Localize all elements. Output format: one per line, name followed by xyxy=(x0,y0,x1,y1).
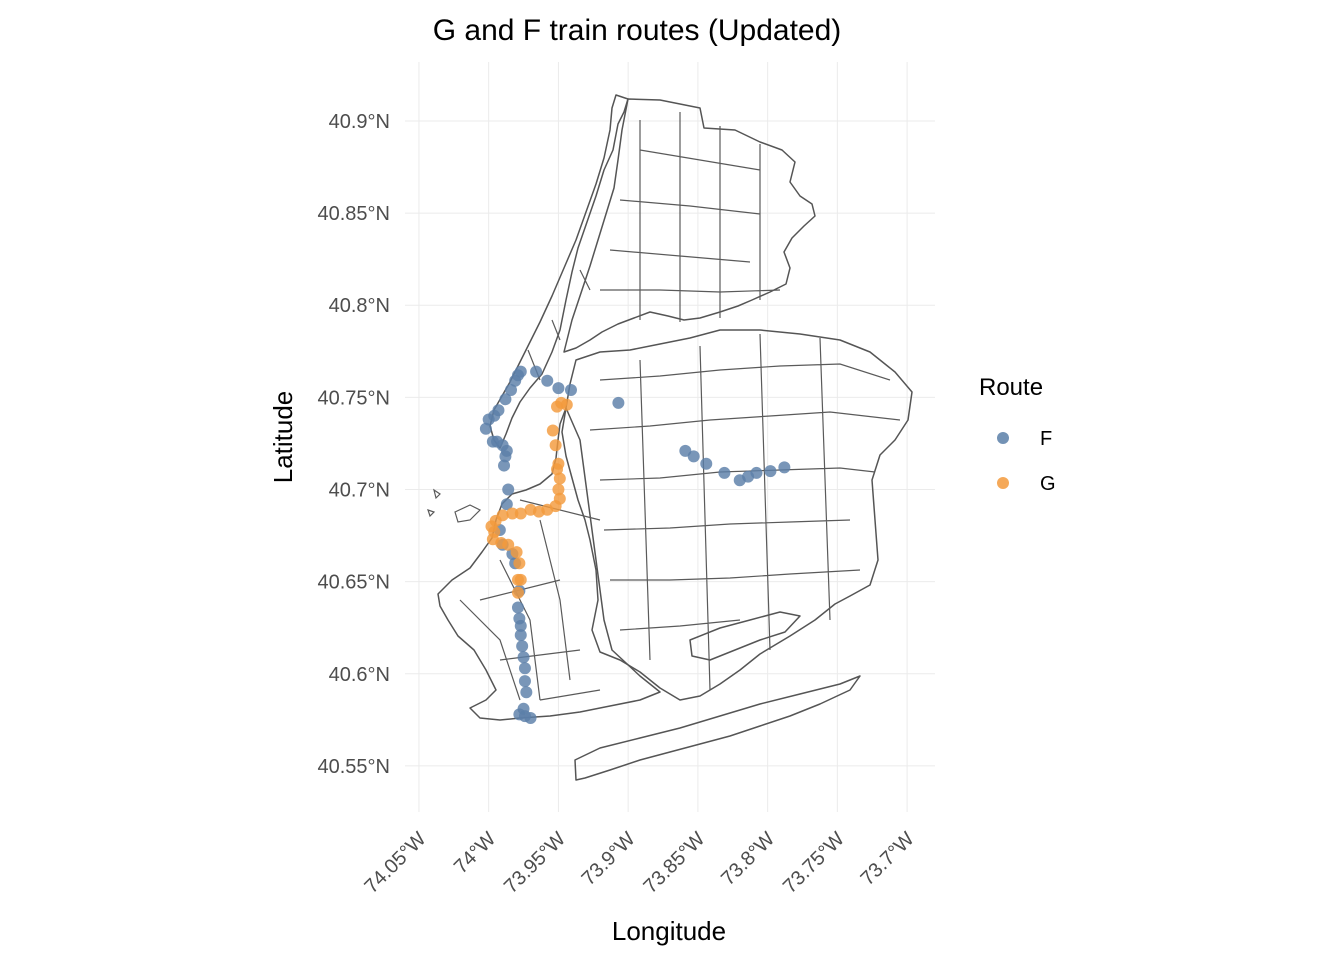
neighborhood-boundaries xyxy=(459,112,901,701)
y-tick-label: 40.85°N xyxy=(318,203,391,225)
route-g-station-point xyxy=(546,424,559,437)
route-f-station-point xyxy=(499,393,512,406)
route-g-station-point xyxy=(549,439,562,452)
x-tick-label: 73.95°W xyxy=(500,828,570,898)
route-f-station-point xyxy=(778,461,791,474)
route-f-station-point xyxy=(502,483,515,496)
legend-title: Route xyxy=(979,374,1043,401)
data-points xyxy=(479,365,791,725)
route-f-station-point xyxy=(517,702,530,715)
route-f-station-point xyxy=(514,629,527,642)
route-f-station-point xyxy=(687,450,700,463)
x-tick-label: 73.75°W xyxy=(779,828,849,898)
route-g-station-point xyxy=(510,546,523,559)
x-tick-label: 73.9°W xyxy=(578,828,640,890)
route-f-station-point xyxy=(530,365,543,378)
route-g-station-point xyxy=(514,573,527,586)
route-f-station-point xyxy=(517,651,530,664)
route-f-station-point xyxy=(498,459,511,472)
y-tick-label: 40.75°N xyxy=(318,387,391,409)
jamaica-bay-marsh xyxy=(689,611,801,661)
route-g-station-point xyxy=(551,400,564,413)
y-tick-label: 40.55°N xyxy=(318,756,391,778)
y-tick-label: 40.9°N xyxy=(329,111,390,133)
route-f-station-point xyxy=(700,457,713,470)
legend-label-f: F xyxy=(1040,428,1052,450)
route-f-station-point xyxy=(564,384,577,397)
bronx-outline xyxy=(563,98,816,353)
x-tick-label: 74°W xyxy=(450,828,500,878)
brooklyn-outline xyxy=(437,407,661,721)
y-tick-label: 40.8°N xyxy=(329,295,390,317)
route-f-station-point xyxy=(513,612,526,625)
y-tick-label: 40.6°N xyxy=(329,664,390,686)
route-f-station-point xyxy=(518,675,531,688)
route-f-station-point xyxy=(500,498,513,511)
route-f-station-point xyxy=(750,466,763,479)
route-g-station-point xyxy=(513,557,526,570)
queens-outline xyxy=(561,329,913,701)
route-g-station-point xyxy=(506,507,519,520)
rockaway-outline xyxy=(574,675,861,781)
route-f-station-point xyxy=(479,422,492,435)
gridlines xyxy=(405,62,935,812)
x-tick-label: 73.7°W xyxy=(857,828,919,890)
route-g-station-point xyxy=(524,503,537,516)
route-f-station-point xyxy=(764,465,777,478)
route-f-station-point xyxy=(505,384,517,397)
route-f-station-point xyxy=(514,365,527,378)
x-tick-label: 74.05°W xyxy=(361,828,431,898)
x-axis-ticks: 74.05°W 74°W 73.95°W 73.9°W 73.85°W 73.8°W 73.… xyxy=(361,828,919,898)
route-f-station-point xyxy=(511,601,524,614)
route-f-station-point xyxy=(516,640,529,653)
route-g-station-point xyxy=(514,507,527,520)
route-f-station-point xyxy=(552,382,565,395)
route-f-station-point xyxy=(520,686,533,699)
legend: Route F G xyxy=(979,374,1056,495)
legend-key-f xyxy=(997,432,1009,444)
y-axis-ticks: 40.55°N 40.6°N 40.65°N 40.7°N 40.75°N 40.8°N 4… xyxy=(318,111,391,778)
y-tick-label: 40.65°N xyxy=(318,572,391,594)
route-g-station-point xyxy=(553,472,566,485)
legend-label-g: G xyxy=(1040,473,1056,495)
legend-key-g xyxy=(997,477,1009,489)
route-f-station-point xyxy=(541,374,554,387)
x-tick-label: 73.85°W xyxy=(639,828,709,898)
y-axis-title: Latitude xyxy=(268,391,298,484)
x-tick-label: 73.8°W xyxy=(717,828,779,890)
route-f-station-point xyxy=(612,396,625,409)
chart-title: G and F train routes (Updated) xyxy=(433,14,842,47)
route-f-station-point xyxy=(718,466,731,479)
route-f-station-point xyxy=(492,404,505,417)
route-f-station-point xyxy=(518,662,531,675)
route-g-station-point xyxy=(502,538,515,551)
staten-island-fragments xyxy=(427,488,482,523)
x-axis-title: Longitude xyxy=(612,916,726,946)
y-tick-label: 40.7°N xyxy=(329,480,390,502)
route-g-station-point xyxy=(552,483,565,496)
route-g-station-point xyxy=(551,463,564,476)
route-g-station-point xyxy=(511,586,524,599)
route-f-station-point xyxy=(486,435,499,448)
